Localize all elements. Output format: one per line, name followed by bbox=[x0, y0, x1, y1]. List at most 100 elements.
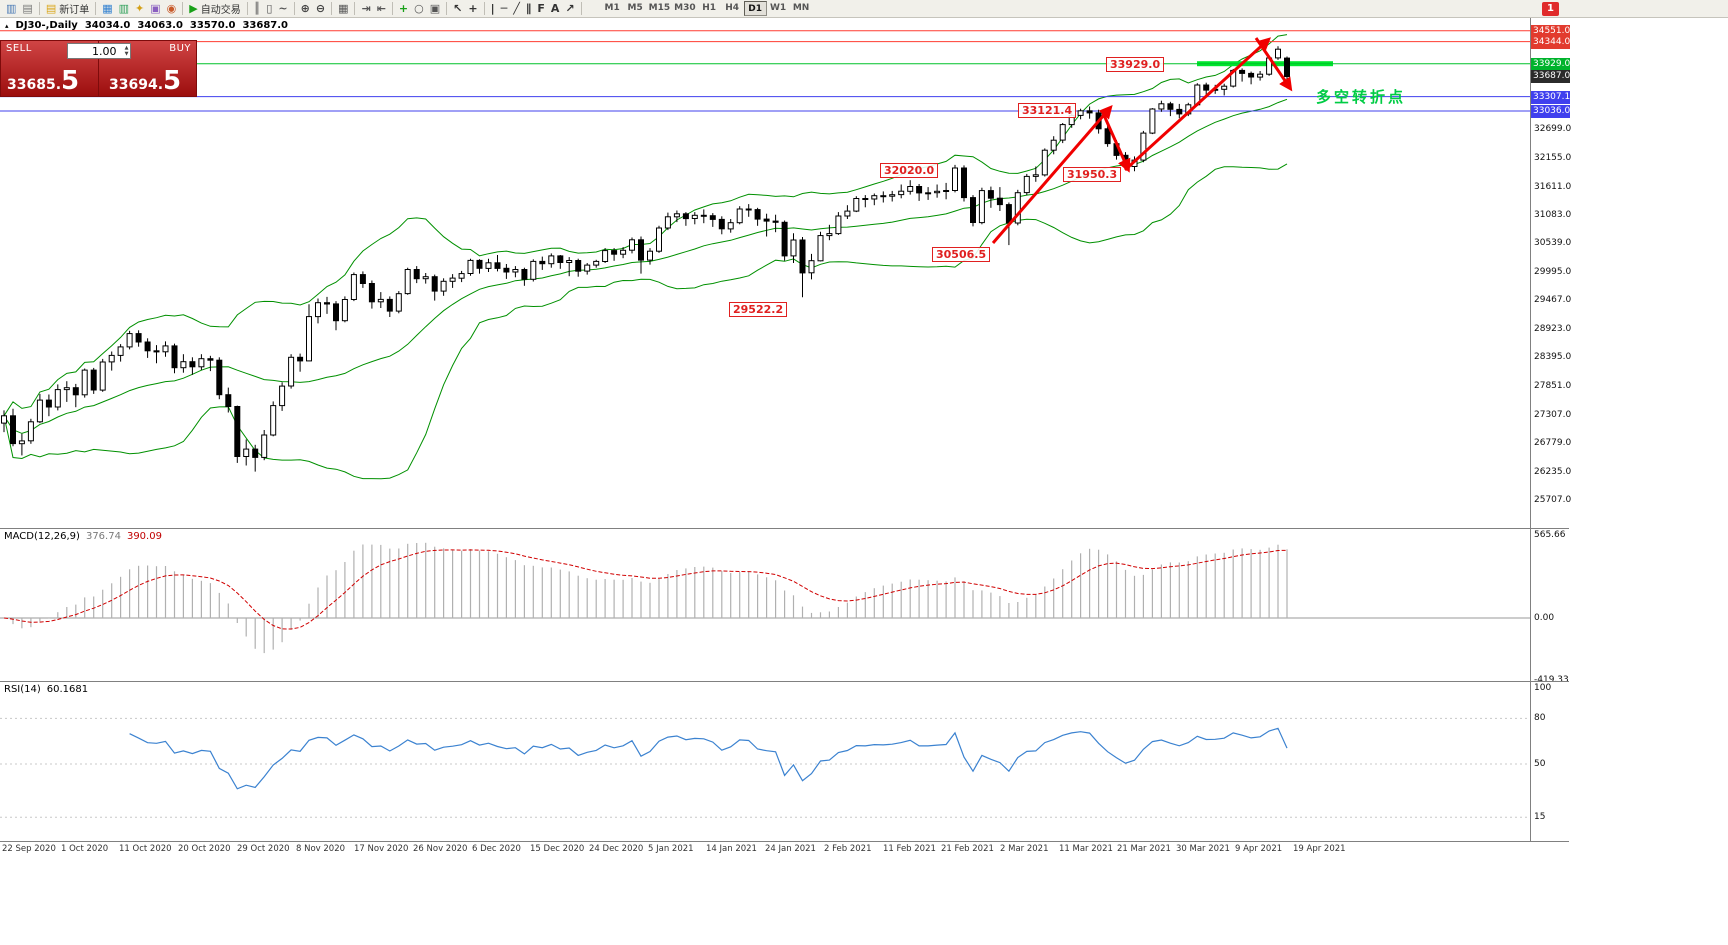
price-annotation[interactable]: 32020.0 bbox=[880, 163, 939, 178]
rsi-label: RSI(14) bbox=[4, 684, 41, 695]
new-order-label: 新订单 bbox=[59, 5, 90, 16]
chart-shift-icon: ⇤ bbox=[376, 1, 386, 15]
zoom-in-button[interactable]: ⊕ bbox=[298, 1, 313, 17]
rsi-svg bbox=[0, 717, 1530, 818]
price-tick: 26779.0 bbox=[1534, 438, 1572, 448]
main-chart-svg[interactable] bbox=[0, 18, 1530, 528]
bollinger-bands bbox=[3, 34, 1288, 480]
panel-separator[interactable] bbox=[0, 681, 1569, 682]
vertical-line-button[interactable]: | bbox=[488, 1, 498, 17]
new-order-button[interactable]: ▤ 新订单 bbox=[43, 1, 92, 17]
time-axis-label: 6 Dec 2020 bbox=[472, 844, 521, 854]
trendline-button[interactable]: ╱ bbox=[510, 1, 523, 17]
price-tick: 28395.0 bbox=[1534, 352, 1572, 362]
price-tick: 27307.0 bbox=[1534, 410, 1572, 420]
timeframe-m1-button[interactable]: M1 bbox=[604, 3, 620, 13]
timeframe-h4-button[interactable]: H4 bbox=[725, 3, 739, 13]
buy-label: BUY bbox=[169, 43, 191, 54]
bar-chart-mode-button[interactable]: ║ bbox=[251, 1, 264, 17]
toolbar-separator bbox=[354, 2, 356, 15]
auto-scroll-button[interactable]: ⇥ bbox=[358, 1, 373, 17]
timeframe-m15-button[interactable]: M15 bbox=[648, 3, 671, 13]
fibonacci-button[interactable]: F bbox=[534, 1, 548, 17]
strategy-tester-button[interactable]: ◉ bbox=[164, 1, 180, 17]
timeframe-m5-button[interactable]: M5 bbox=[627, 3, 643, 13]
chart-note-text[interactable]: 多空转折点 bbox=[1316, 88, 1407, 106]
price-tick: 26235.0 bbox=[1534, 467, 1572, 477]
price-axis[interactable]: 32699.0 32155.0 31611.0 31083.0 30539.0 29995… bbox=[1530, 18, 1572, 841]
text-label-button[interactable]: A bbox=[548, 1, 563, 17]
macd-label: MACD(12,26,9) bbox=[4, 531, 80, 542]
arrows-tool-button[interactable]: ↗ bbox=[562, 1, 577, 17]
cursor-button[interactable]: ↖ bbox=[450, 1, 465, 17]
horizontal-line-button[interactable]: ─ bbox=[498, 1, 511, 17]
periods-icon: ○ bbox=[414, 1, 424, 15]
spinner-down-icon[interactable]: ▼ bbox=[124, 51, 129, 57]
price-annotation[interactable]: 30506.5 bbox=[932, 247, 991, 262]
time-axis-label: 29 Oct 2020 bbox=[237, 844, 290, 854]
price-annotation[interactable]: 33121.4 bbox=[1018, 103, 1077, 118]
profiles-button[interactable]: ▤ bbox=[19, 1, 35, 17]
volume-value: 1.00 bbox=[92, 44, 117, 58]
time-axis-label: 8 Nov 2020 bbox=[296, 844, 346, 854]
one-click-toggle-icon[interactable]: ▴ bbox=[5, 21, 9, 30]
bar-chart-mode-icon: ║ bbox=[253, 1, 261, 15]
price-tag: 33036.0 bbox=[1531, 105, 1571, 118]
candlestick-mode-button[interactable]: ▯ bbox=[263, 1, 275, 17]
new-chart-button[interactable]: ▥ bbox=[3, 1, 19, 17]
candlestick-mode-icon: ▯ bbox=[266, 1, 273, 15]
zoom-out-icon: ⊖ bbox=[315, 1, 326, 15]
time-axis-label: 9 Apr 2021 bbox=[1235, 844, 1283, 854]
notification-badge[interactable]: 1 bbox=[1542, 2, 1559, 16]
cursor-icon: ↖ bbox=[453, 1, 463, 15]
timeframe-w1-button[interactable]: W1 bbox=[769, 3, 787, 13]
time-axis-label: 1 Oct 2020 bbox=[61, 844, 109, 854]
time-axis-label: 14 Jan 2021 bbox=[706, 844, 757, 854]
navigator-button[interactable]: ✦ bbox=[132, 1, 147, 17]
toolbar: ▥ ▤ ▤ 新订单 ▦ ▥ ✦ ▣ ◉ ▶ 自动交易 ║ ▯ ~ ⊕ ⊖ ▦ ⇥ ⇤ + ○ ▣ ↖ + | ─ ╱ ∥ F A ↗ M1 M5… bbox=[0, 0, 1728, 18]
time-axis-label: 11 Oct 2020 bbox=[119, 844, 172, 854]
chart-shift-button[interactable]: ⇤ bbox=[374, 1, 389, 17]
time-axis-label: 24 Jan 2021 bbox=[765, 844, 816, 854]
periods-button[interactable]: ○ bbox=[411, 1, 427, 17]
volume-input[interactable]: 1.00 ▲ ▼ bbox=[66, 43, 131, 59]
timeframe-d1-button[interactable]: D1 bbox=[743, 1, 767, 16]
macd-signal-line bbox=[3, 549, 1288, 630]
price-annotation[interactable]: 31950.3 bbox=[1063, 167, 1122, 182]
timeframe-m30-button[interactable]: M30 bbox=[674, 3, 696, 13]
strategy-tester-icon: ◉ bbox=[166, 1, 177, 15]
rsi-axis-tick: 50 bbox=[1534, 759, 1546, 769]
volume-spinner[interactable]: ▲ ▼ bbox=[125, 45, 129, 57]
sell-price: 33685. 5 bbox=[7, 66, 80, 96]
zoom-out-button[interactable]: ⊖ bbox=[313, 1, 328, 17]
channel-button[interactable]: ∥ bbox=[523, 1, 535, 17]
line-chart-mode-button[interactable]: ~ bbox=[275, 1, 290, 17]
vertical-line-icon: | bbox=[490, 1, 495, 15]
auto-trading-button[interactable]: ▶ 自动交易 bbox=[186, 1, 243, 17]
timeframe-h1-button[interactable]: H1 bbox=[702, 3, 716, 13]
rsi-panel[interactable]: RSI(14) 60.1681 bbox=[0, 682, 1530, 841]
panel-separator[interactable] bbox=[0, 528, 1569, 529]
trend-arrows bbox=[991, 37, 1293, 244]
market-watch-button[interactable]: ▦ bbox=[99, 1, 115, 17]
price-annotation[interactable]: 33929.0 bbox=[1106, 57, 1165, 72]
chart-canvas[interactable]: ▴ DJ30-,Daily 34034.0 34063.0 33570.0 33… bbox=[0, 18, 1530, 528]
tile-windows-icon: ▦ bbox=[338, 1, 349, 15]
price-tick: 29995.0 bbox=[1534, 267, 1572, 277]
price-annotation[interactable]: 29522.2 bbox=[729, 302, 788, 317]
price-tag: 34551.0 bbox=[1531, 25, 1571, 38]
templates-button[interactable]: ▣ bbox=[427, 1, 443, 17]
spinner-up-icon[interactable]: ▲ bbox=[124, 45, 129, 51]
data-window-button[interactable]: ▥ bbox=[116, 1, 132, 17]
indicators-button[interactable]: + bbox=[396, 1, 411, 17]
timeframe-mn-button[interactable]: MN bbox=[792, 3, 810, 13]
one-click-trading-panel: SELL 33685. 5 BUY 33694. 5 1.00 ▲ ▼ bbox=[0, 40, 197, 97]
time-axis[interactable]: 22 Sep 2020 1 Oct 2020 11 Oct 2020 20 Oct 2… bbox=[0, 842, 1569, 858]
ohlc-low: 33570.0 bbox=[189, 20, 236, 31]
macd-panel[interactable]: MACD(12,26,9) 376.74 390.09 bbox=[0, 529, 1530, 681]
crosshair-button[interactable]: + bbox=[465, 1, 480, 17]
toolbar-separator bbox=[293, 2, 295, 15]
symbol-info: ▴ DJ30-,Daily 34034.0 34063.0 33570.0 33… bbox=[5, 20, 288, 31]
tile-windows-button[interactable]: ▦ bbox=[335, 1, 351, 17]
terminal-button[interactable]: ▣ bbox=[147, 1, 163, 17]
